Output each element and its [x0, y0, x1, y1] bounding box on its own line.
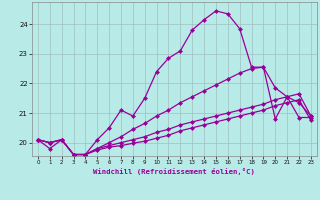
X-axis label: Windchill (Refroidissement éolien,°C): Windchill (Refroidissement éolien,°C) [93, 168, 255, 175]
